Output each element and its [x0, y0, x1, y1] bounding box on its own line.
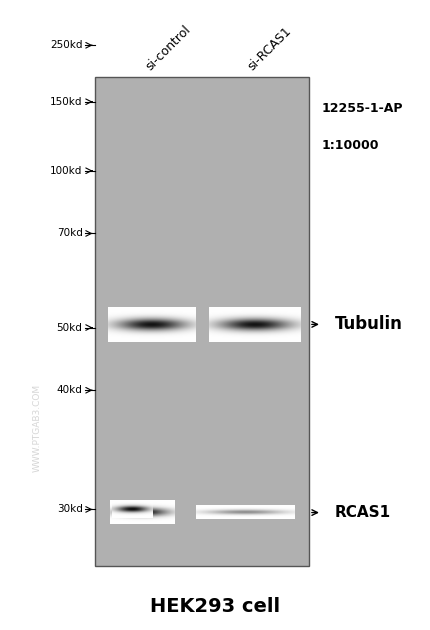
Text: 30kd: 30kd — [57, 505, 83, 515]
Text: si-RCAS1: si-RCAS1 — [246, 25, 294, 74]
Text: 50kd: 50kd — [57, 323, 83, 333]
Text: HEK293 cell: HEK293 cell — [150, 597, 280, 616]
Text: 70kd: 70kd — [57, 229, 83, 239]
Text: 250kd: 250kd — [50, 40, 83, 50]
Text: 1:10000: 1:10000 — [322, 139, 379, 152]
Text: si-control: si-control — [143, 23, 193, 74]
Text: 150kd: 150kd — [50, 97, 83, 106]
Bar — [95, 77, 309, 566]
Text: RCAS1: RCAS1 — [335, 505, 391, 520]
Text: 40kd: 40kd — [57, 386, 83, 395]
Text: Tubulin: Tubulin — [335, 316, 402, 333]
Text: 100kd: 100kd — [50, 166, 83, 176]
Text: WWW.PTGAB3.COM: WWW.PTGAB3.COM — [33, 384, 42, 472]
Text: 12255-1-AP: 12255-1-AP — [322, 101, 403, 115]
